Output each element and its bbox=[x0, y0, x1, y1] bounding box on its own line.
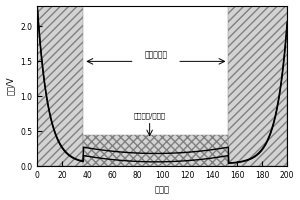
Text: 锦离子嵌/脱储能: 锦离子嵌/脱储能 bbox=[134, 112, 166, 119]
Bar bbox=[37, 6, 83, 166]
Y-axis label: 电压/V: 电压/V bbox=[6, 76, 15, 95]
Bar bbox=[228, 6, 287, 166]
X-axis label: 比容量: 比容量 bbox=[154, 185, 169, 194]
Text: 双电层储能: 双电层储能 bbox=[144, 50, 167, 59]
Bar bbox=[83, 135, 228, 166]
